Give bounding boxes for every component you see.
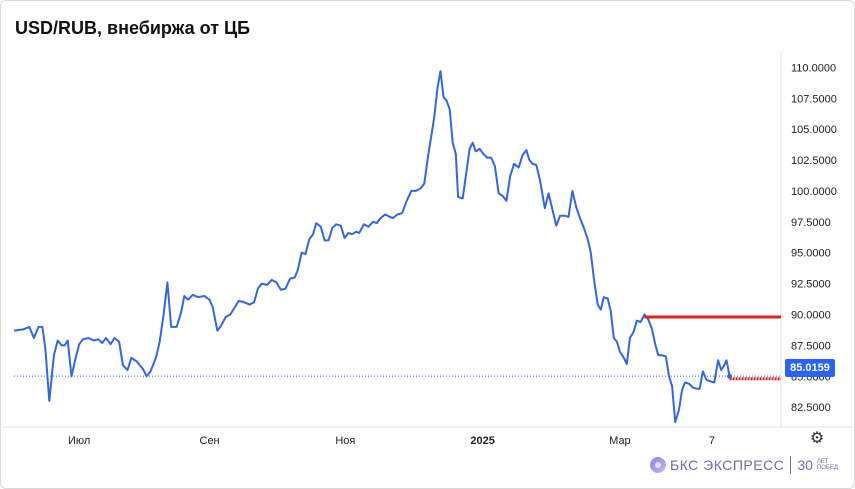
x-tick-label: 7 [709,435,715,447]
plot-area [0,50,853,428]
brand-logo-icon [650,457,666,473]
y-tick-label: 100.0000 [791,186,837,198]
brand-tag-line1: ЛЕТ [816,459,829,465]
x-tick-label: Мар [609,435,631,447]
brand-watermark: БКС ЭКСПРЕСС 30 ЛЕТ ПОБЕД [650,455,838,475]
chart-title: USD/RUB, внебиржа от ЦБ [15,18,251,38]
brand-years: 30 [797,457,813,473]
y-axis: 110.0000 107.5000 105.0000 102.5000 100.0000… [791,62,837,414]
brand-tag-line2: ПОБЕД [816,465,838,471]
x-tick-label: 2025 [470,435,494,447]
usd-rub-series-line [13,70,731,424]
y-tick-label: 105.0000 [791,124,837,136]
brand-name: БКС ЭКСПРЕСС [670,457,785,473]
y-tick-label: 92.5000 [791,279,831,291]
y-tick-label: 110.0000 [791,62,836,74]
last-value-badge: 85.0159 [785,359,835,377]
brand-divider [790,456,792,474]
y-tick-label: 90.0000 [791,310,831,322]
x-tick-label: Ноя [335,435,355,447]
settings-gear-icon[interactable]: ⚙ [809,430,825,447]
y-tick-label: 102.5000 [791,155,837,167]
y-tick-label: 95.0000 [791,248,831,260]
x-tick-label: Сен [200,435,220,447]
y-tick-label: 107.5000 [791,93,837,105]
y-tick-label: 87.5000 [791,340,831,352]
brand-tag: ЛЕТ ПОБЕД [817,459,838,471]
y-tick-label: 82.5000 [791,402,831,414]
x-axis: Июл Сен Ноя 2025 Мар 7 [68,435,715,447]
x-tick-label: Июл [68,435,90,447]
y-tick-label: 97.5000 [791,217,831,229]
